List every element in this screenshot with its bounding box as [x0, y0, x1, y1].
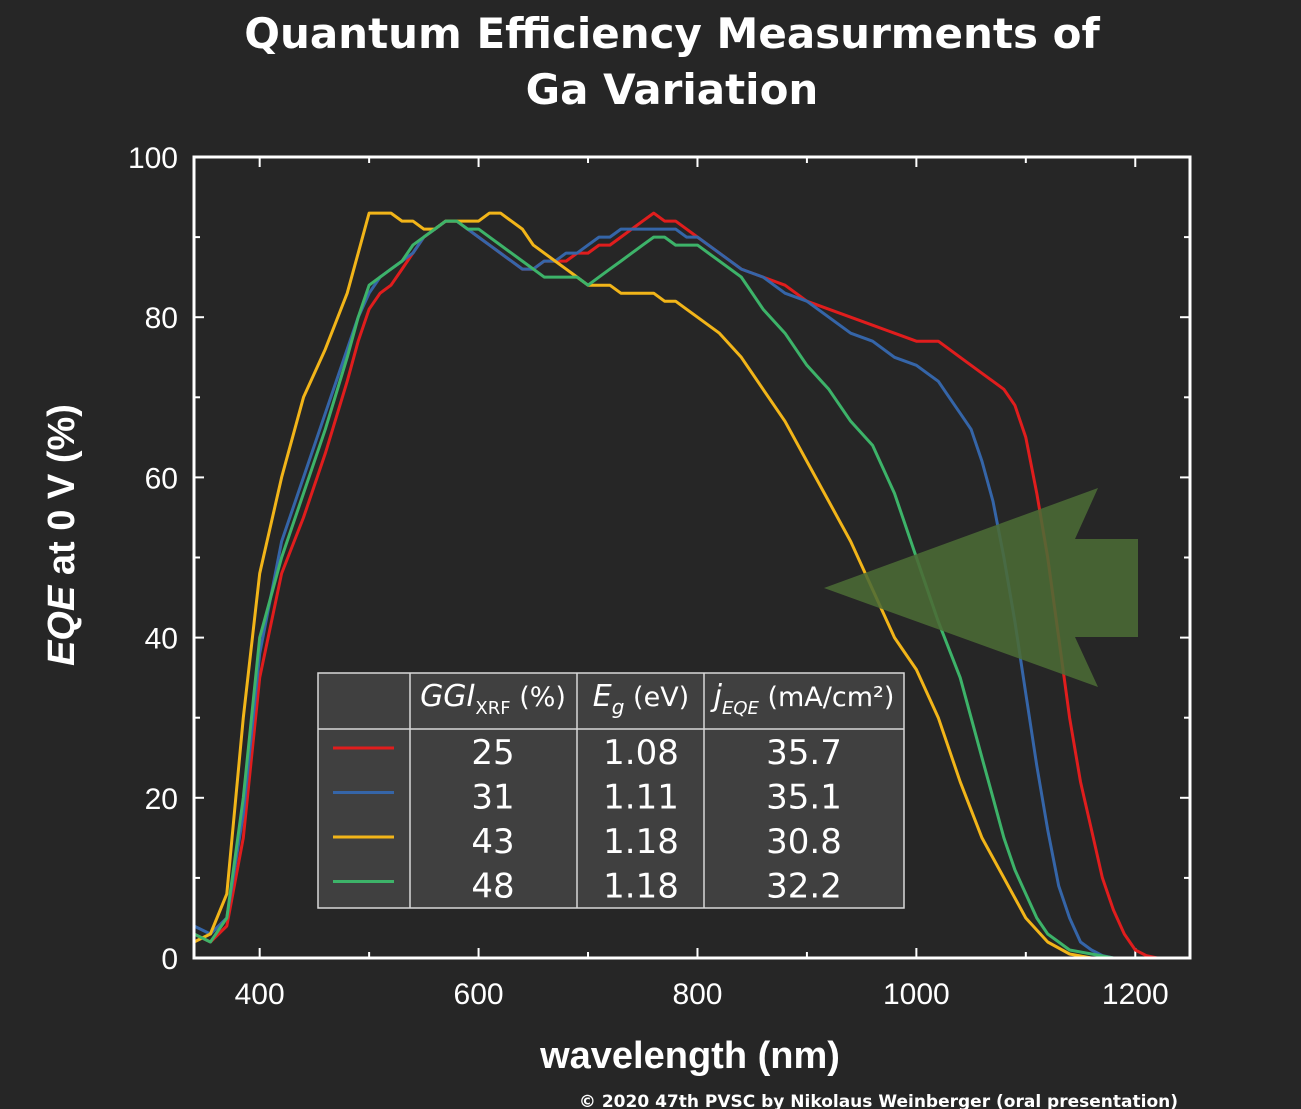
y-axis-label-rest: at 0 V (%) [41, 404, 83, 586]
legend-rows: 25 1.08 35.7 31 1.11 35.1 43 1.18 30.8 48 1.18 32.2 [333, 733, 842, 907]
header-eg-rest: (eV) [624, 682, 689, 713]
legend-cell-eg: 1.11 [603, 778, 679, 818]
y-tick-label: 100 [128, 142, 178, 175]
y-tick-label: 20 [145, 783, 178, 816]
x-tick-label: 400 [235, 978, 285, 1011]
legend-cell-ggi: 48 [471, 867, 514, 907]
y-tick-label: 80 [145, 302, 178, 335]
series-line-ggi-25 [193, 211, 1190, 960]
header-eg-main: E [593, 679, 612, 714]
legend-cell-jeqe: 30.8 [766, 822, 842, 862]
legend-cell-ggi: 25 [471, 733, 514, 773]
header-eg-sub: g [612, 695, 625, 719]
y-axis-label: EQE at 0 V (%) [41, 404, 83, 666]
legend-cell-ggi: 43 [471, 822, 514, 862]
y-axis: 0 20 40 60 80 100 [128, 142, 1190, 976]
y-tick-label: 0 [161, 943, 178, 976]
series-line-ggi-48 [193, 219, 1190, 960]
plot-frame [192, 155, 1192, 960]
highlight-arrow [824, 488, 1138, 687]
header-ggi-rest: (%) [511, 682, 566, 713]
legend-cell-eg: 1.08 [603, 733, 679, 773]
header-jeqe-main: j [710, 679, 723, 714]
header-ggi-main: GGI [420, 679, 475, 714]
x-axis-label: wavelength (nm) [539, 1035, 840, 1077]
legend-cell-jeqe: 32.2 [766, 867, 842, 907]
x-tick-label: 600 [454, 978, 504, 1011]
x-tick-label: 1000 [883, 978, 950, 1011]
chart-title-line-2: Ga Variation [526, 65, 819, 114]
y-tick-label: 60 [145, 462, 178, 495]
legend-cell-jeqe: 35.7 [766, 733, 842, 773]
x-tick-label: 1200 [1102, 978, 1169, 1011]
copyright-text: © 2020 47th PVSC by Nikolaus Weinberger … [579, 1092, 1178, 1109]
x-axis: 400 600 800 1000 1200 [235, 157, 1169, 1011]
legend-cell-eg: 1.18 [603, 867, 679, 907]
header-ggi-sub: XRF [475, 698, 510, 719]
x-tick-label: 800 [672, 978, 722, 1011]
y-axis-label-italic: EQE [41, 584, 83, 666]
legend-table: GGIXRF (%) Eg (eV) jEQE (mA/cm²) 25 1.08 3… [317, 672, 905, 909]
series-line-ggi-43 [193, 211, 1190, 960]
y-tick-label: 40 [145, 623, 178, 656]
header-jeqe: jEQE (mA/cm²) [710, 679, 895, 719]
legend-cell-ggi: 31 [471, 778, 514, 818]
legend-cell-jeqe: 35.1 [766, 778, 842, 818]
chart-title-line-1: Quantum Efficiency Measurments of [244, 9, 1100, 58]
legend-cell-eg: 1.18 [603, 822, 679, 862]
header-jeqe-rest: (mA/cm²) [759, 682, 895, 713]
legend-table-bg [317, 672, 905, 909]
header-ggi: GGIXRF (%) [420, 679, 566, 719]
header-eg: Eg (eV) [593, 679, 689, 719]
header-jeqe-sub: EQE [722, 698, 760, 719]
